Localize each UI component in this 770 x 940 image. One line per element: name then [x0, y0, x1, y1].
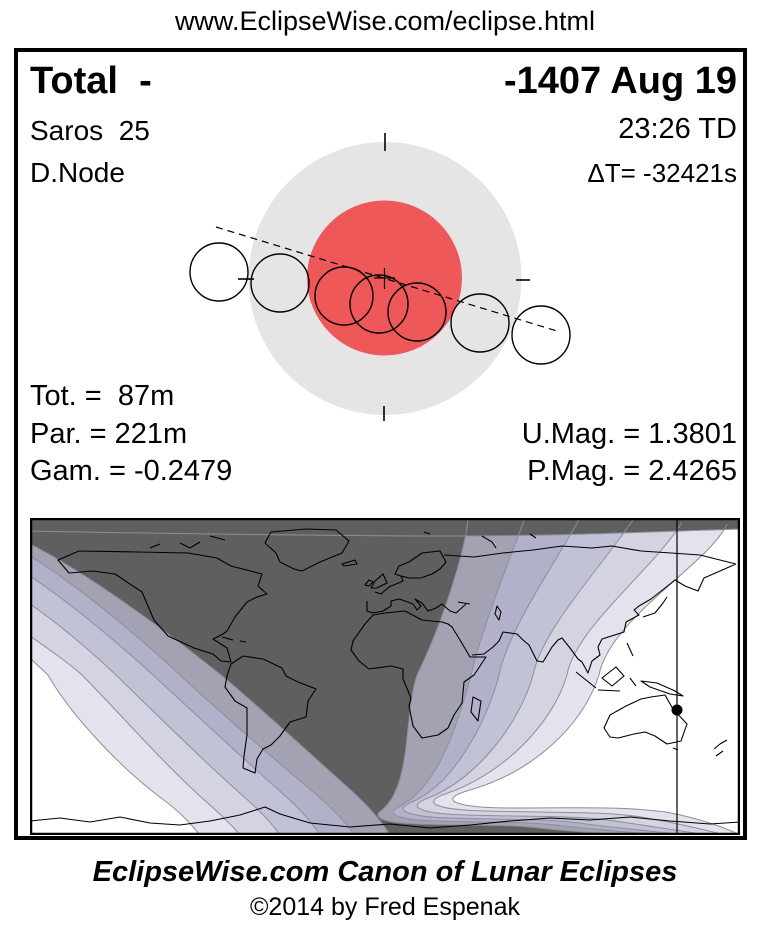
moon-circle [314, 266, 374, 326]
shadow-geometry-diagram [189, 133, 571, 421]
cardinal-tick-marks [238, 133, 530, 421]
moon-contact-circles [189, 242, 571, 365]
moon-circle [387, 282, 447, 342]
shading-band [30, 635, 241, 835]
map-border [30, 518, 740, 835]
shadow-center-cross-icon [374, 268, 395, 289]
shading-band [30, 603, 281, 835]
eclipse-card [14, 48, 747, 840]
shading-band [30, 657, 201, 835]
stat-penumbral-magnitude: P.Mag. = 2.4265 [527, 455, 737, 487]
saros-series: Saros 25 [30, 115, 150, 146]
moon-circle [250, 253, 310, 313]
shading-band [377, 518, 643, 835]
canon-title: EclipseWise.com Canon of Lunar Eclipses [92, 856, 678, 888]
greatest-eclipse-time: 23:26 TD [618, 113, 737, 145]
delta-t-value: ΔT= -32421s [587, 158, 737, 188]
node-label: D.Node [30, 157, 125, 188]
stat-gamma: Gam. = -0.2479 [30, 455, 233, 487]
shading-band [452, 518, 740, 835]
stat-umbral-magnitude: U.Mag. = 1.3801 [521, 418, 737, 450]
copyright-credit: ©2014 by Fred Espenak [250, 893, 520, 921]
eclipse-type: Total - [30, 60, 152, 102]
shading-band [392, 518, 667, 835]
shading-band [30, 555, 356, 835]
moon-circle [349, 274, 409, 334]
moon-circle [511, 305, 571, 365]
eclipse-visibility-map [30, 518, 740, 835]
eclipse-date: -1407 Aug 19 [503, 60, 737, 102]
contact-curve-lines [30, 518, 740, 835]
moon-circle [189, 242, 249, 302]
shading-band [402, 518, 689, 835]
shading-band [452, 523, 740, 835]
stat-totality-duration: Tot. = 87m [30, 380, 175, 412]
shading-band [416, 519, 709, 835]
polar-night-strip [30, 518, 740, 536]
shading-band [433, 521, 726, 835]
shading-band [30, 543, 391, 835]
page-url-heading: www.EclipseWise.com/eclipse.html [174, 6, 596, 36]
stat-partial-duration: Par. = 221m [30, 418, 188, 450]
moon-circle [450, 293, 510, 353]
visibility-shading-bands [30, 518, 740, 835]
polar-strip-edge-line [30, 528, 740, 537]
shading-band [30, 575, 321, 835]
zenith-point-dot [671, 704, 683, 716]
world-coastlines [30, 528, 740, 829]
